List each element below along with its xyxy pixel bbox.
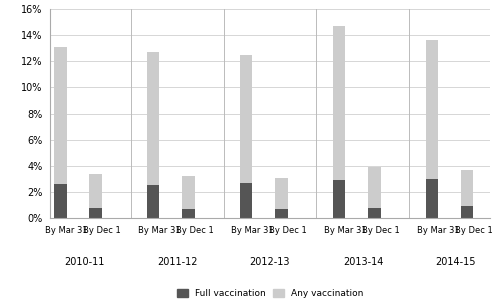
Bar xyxy=(89,174,102,208)
Text: 2012-13: 2012-13 xyxy=(250,257,290,267)
Bar xyxy=(240,55,252,183)
Bar xyxy=(426,179,438,218)
Bar xyxy=(426,41,438,179)
Bar xyxy=(89,208,102,218)
Bar xyxy=(461,206,473,218)
Text: 2011-12: 2011-12 xyxy=(157,257,198,267)
Bar xyxy=(182,209,194,218)
Bar xyxy=(54,47,66,184)
Text: 2014-15: 2014-15 xyxy=(436,257,476,267)
Text: 2010-11: 2010-11 xyxy=(64,257,104,267)
Bar xyxy=(461,170,473,206)
Bar xyxy=(368,167,380,208)
Bar xyxy=(333,26,345,180)
Bar xyxy=(275,209,287,218)
Text: 2013-14: 2013-14 xyxy=(343,257,383,267)
Bar xyxy=(147,52,160,185)
Bar xyxy=(368,208,380,218)
Bar xyxy=(182,176,194,209)
Bar xyxy=(240,183,252,218)
Bar xyxy=(54,184,66,218)
Bar xyxy=(275,178,287,209)
Bar xyxy=(333,180,345,218)
Legend: Full vaccination, Any vaccination: Full vaccination, Any vaccination xyxy=(173,285,367,301)
Bar xyxy=(147,185,160,218)
